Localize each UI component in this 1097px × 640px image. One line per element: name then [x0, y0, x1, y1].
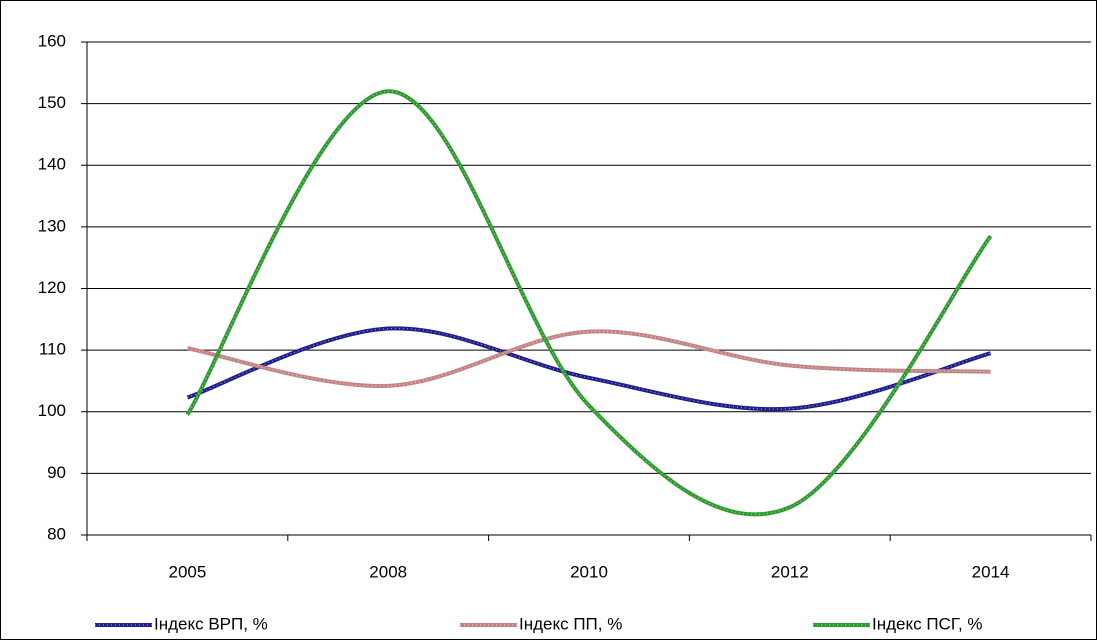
y-tick-label: 90 — [47, 463, 66, 482]
y-tick-label: 120 — [38, 278, 66, 297]
x-tick-label: 2014 — [972, 562, 1010, 581]
x-tick-label: 2010 — [570, 562, 608, 581]
series-line — [186, 326, 992, 412]
legend-label: Індекс ВРП, % — [154, 614, 268, 633]
legend-label: Індекс ПСГ, % — [872, 614, 983, 633]
x-tick-label: 2012 — [771, 562, 809, 581]
series-line — [187, 329, 991, 388]
y-tick-label: 100 — [38, 401, 66, 420]
y-tick-label: 140 — [38, 155, 66, 174]
legend-label: Індекс ПП, % — [519, 614, 622, 633]
x-tick-label: 2008 — [369, 562, 407, 581]
y-tick-label: 150 — [38, 93, 66, 112]
y-tick-label: 130 — [38, 216, 66, 235]
y-tick-label: 160 — [38, 31, 66, 50]
y-tick-label: 80 — [47, 524, 66, 543]
series-line — [185, 89, 993, 517]
y-tick-label: 110 — [39, 340, 66, 359]
x-tick-label: 2005 — [168, 562, 206, 581]
